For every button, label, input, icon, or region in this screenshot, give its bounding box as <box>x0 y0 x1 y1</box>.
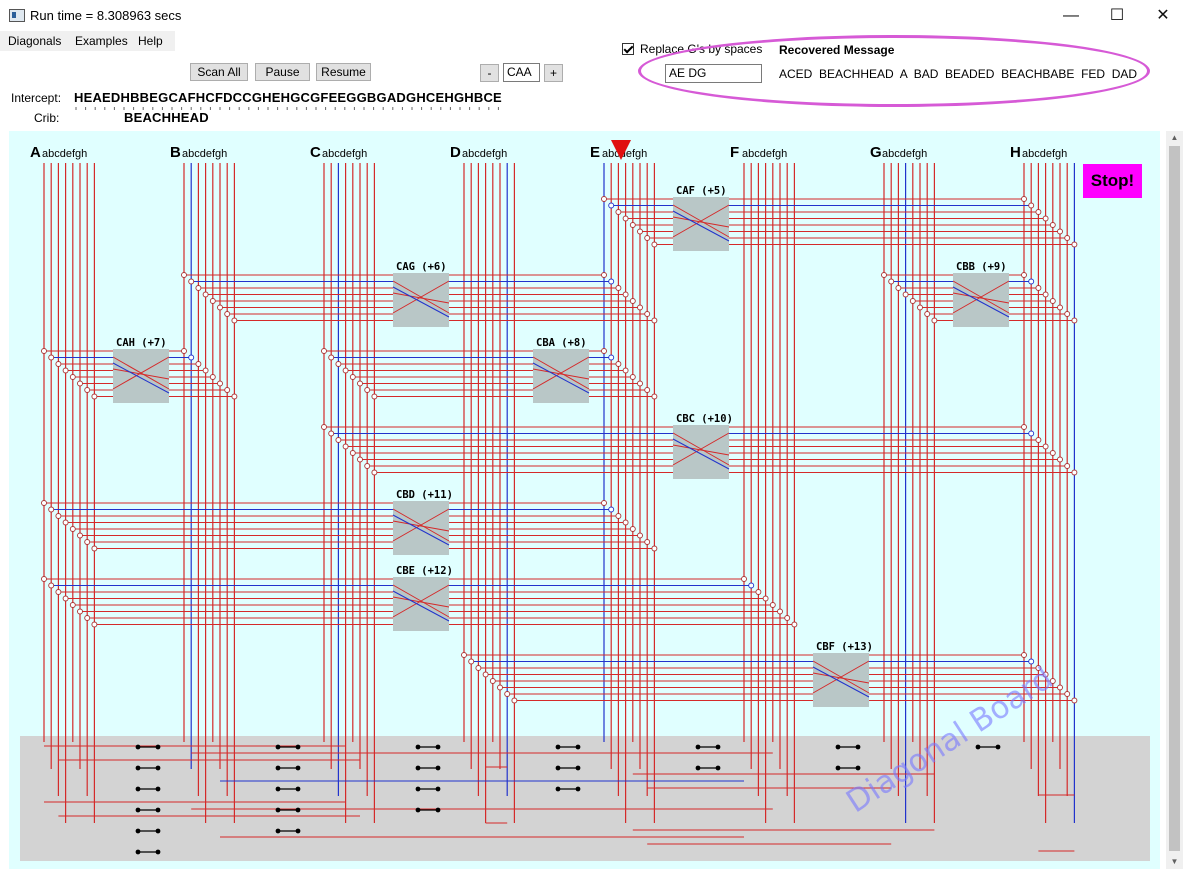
scrambler-unit <box>812 653 870 707</box>
menu-help[interactable]: Help <box>138 34 163 48</box>
scrambler-label: CBF (+13) <box>816 641 873 653</box>
scrambler-unit <box>952 273 1010 327</box>
scroll-up-icon[interactable]: ▲ <box>1170 133 1179 142</box>
scrambler-label: CBA (+8) <box>536 337 587 349</box>
scroll-thumb[interactable] <box>1169 146 1180 851</box>
minimize-button[interactable]: — <box>1063 7 1079 24</box>
scrambler-label: CAH (+7) <box>116 337 167 349</box>
menu-bar: Diagonals Examples Help <box>0 31 175 51</box>
scrambler-unit <box>672 197 730 251</box>
column-sublabel: abcdefgh <box>182 148 227 160</box>
resume-button[interactable]: Resume <box>316 63 371 81</box>
scan-all-button[interactable]: Scan All <box>190 63 248 81</box>
close-button[interactable]: ✕ <box>1156 7 1170 24</box>
menu-diagonals[interactable]: Diagonals <box>8 34 62 48</box>
scrambler-label: CAG (+6) <box>396 261 447 273</box>
app-icon <box>9 9 25 22</box>
column-letter-c: C <box>310 144 321 161</box>
menu-examples[interactable]: Examples <box>75 34 128 48</box>
rotor-position-field[interactable]: CAA <box>503 63 540 82</box>
intercept-value: HEAEDHBBEGCAFHCFDCCGHEHGCGFEEGGBGADGHCEH… <box>74 90 502 105</box>
scrambler-unit <box>392 501 450 555</box>
window-title: Run time = 8.308963 secs <box>30 8 182 23</box>
scrambler-unit <box>672 425 730 479</box>
scroll-down-icon[interactable]: ▼ <box>1170 857 1179 866</box>
pointer-marker-icon <box>611 140 631 160</box>
column-letter-d: D <box>450 144 461 161</box>
scrambler-label: CAF (+5) <box>676 185 727 197</box>
column-sublabel: abcdefgh <box>742 148 787 160</box>
scrambler-label: CBB (+9) <box>956 261 1007 273</box>
scrambler-label: CBE (+12) <box>396 565 453 577</box>
column-sublabel: abcdefgh <box>42 148 87 160</box>
title-bar: Run time = 8.308963 secs — ☐ ✕ <box>0 0 1186 32</box>
decrement-button[interactable]: - <box>480 64 499 82</box>
column-sublabel: abcdefgh <box>882 148 927 160</box>
column-letter-e: E <box>590 144 600 161</box>
stop-indicator: Stop! <box>1083 164 1142 198</box>
column-letter-f: F <box>730 144 739 161</box>
column-letter-g: G <box>870 144 882 161</box>
scrambler-unit <box>532 349 590 403</box>
scrambler-unit <box>392 577 450 631</box>
increment-button[interactable]: + <box>544 64 563 82</box>
crib-value: BEACHHEAD <box>124 110 209 125</box>
crib-label: Crib: <box>34 111 60 125</box>
column-letter-b: B <box>170 144 181 161</box>
column-letter-a: A <box>30 144 41 161</box>
highlight-oval <box>638 35 1150 107</box>
pause-button[interactable]: Pause <box>255 63 310 81</box>
maximize-button[interactable]: ☐ <box>1109 7 1125 24</box>
scrambler-unit <box>392 273 450 327</box>
column-sublabel: abcdefgh <box>602 148 647 160</box>
scrambler-unit <box>112 349 170 403</box>
scrambler-label: CBD (+11) <box>396 489 453 501</box>
intercept-label: Intercept: <box>11 91 62 105</box>
column-sublabel: abcdefgh <box>1022 148 1067 160</box>
column-letter-h: H <box>1010 144 1021 161</box>
replace-g-checkbox[interactable] <box>622 43 634 55</box>
column-sublabel: abcdefgh <box>462 148 507 160</box>
column-sublabel: abcdefgh <box>322 148 367 160</box>
scrambler-label: CBC (+10) <box>676 413 733 425</box>
